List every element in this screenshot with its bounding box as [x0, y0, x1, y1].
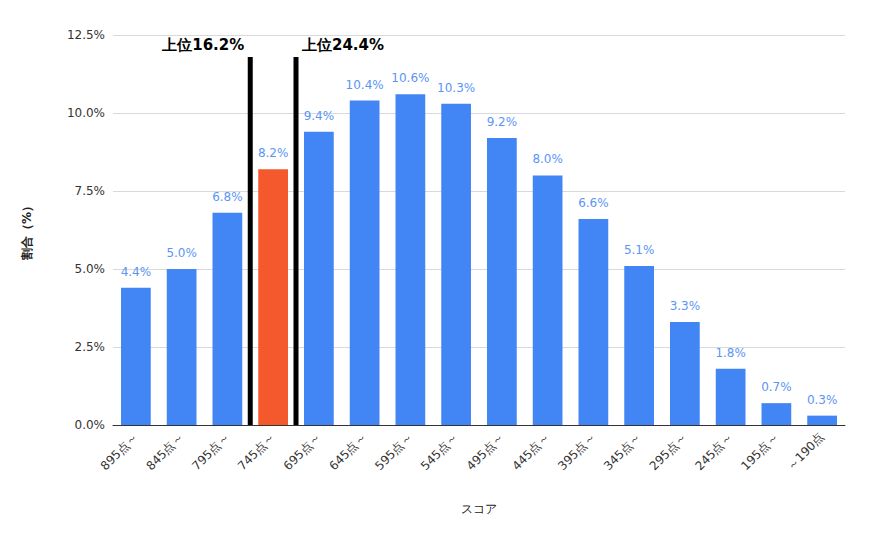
svg-text:6.6%: 6.6% [578, 196, 609, 210]
svg-text:10.3%: 10.3% [437, 81, 475, 95]
svg-text:345点～: 345点～ [601, 430, 644, 473]
svg-text:10.6%: 10.6% [391, 71, 429, 85]
svg-text:3.3%: 3.3% [670, 299, 701, 313]
svg-text:445点～: 445点～ [510, 430, 553, 473]
svg-text:9.4%: 9.4% [304, 109, 335, 123]
svg-text:2.5%: 2.5% [75, 340, 106, 354]
svg-text:545点～: 545点～ [418, 430, 461, 473]
svg-text:～190点: ～190点 [784, 430, 827, 473]
svg-text:10.0%: 10.0% [67, 106, 105, 120]
svg-text:295点～: 295点～ [647, 430, 690, 473]
svg-text:495点～: 495点～ [464, 430, 507, 473]
svg-text:7.5%: 7.5% [75, 184, 106, 198]
svg-text:割合（%）: 割合（%） [20, 200, 34, 261]
svg-text:845点～: 845点～ [144, 430, 187, 473]
svg-text:上位24.4%: 上位24.4% [301, 36, 384, 54]
svg-text:245点～: 245点～ [693, 430, 736, 473]
svg-text:645点～: 645点～ [327, 430, 370, 473]
svg-text:上位16.2%: 上位16.2% [161, 36, 244, 54]
svg-text:745点～: 745点～ [235, 430, 278, 473]
svg-text:1.8%: 1.8% [715, 346, 746, 360]
svg-text:0.7%: 0.7% [761, 380, 792, 394]
svg-text:8.0%: 8.0% [532, 152, 563, 166]
svg-text:10.4%: 10.4% [346, 78, 384, 92]
svg-text:12.5%: 12.5% [67, 28, 105, 42]
svg-text:395点～: 395点～ [555, 430, 598, 473]
svg-text:595点～: 595点～ [372, 430, 415, 473]
svg-text:スコア: スコア [461, 502, 497, 516]
svg-text:895点～: 895点～ [98, 430, 141, 473]
svg-text:9.2%: 9.2% [487, 115, 518, 129]
svg-text:6.8%: 6.8% [212, 190, 243, 204]
svg-text:195点～: 195点～ [738, 430, 781, 473]
svg-text:695点～: 695点～ [281, 430, 324, 473]
svg-text:0.0%: 0.0% [75, 418, 106, 432]
svg-text:795点～: 795点～ [189, 430, 232, 473]
svg-text:4.4%: 4.4% [121, 265, 152, 279]
svg-text:5.0%: 5.0% [166, 246, 197, 260]
svg-text:0.3%: 0.3% [807, 393, 838, 407]
svg-text:8.2%: 8.2% [258, 146, 289, 160]
svg-text:5.0%: 5.0% [75, 262, 106, 276]
svg-text:5.1%: 5.1% [624, 243, 655, 257]
